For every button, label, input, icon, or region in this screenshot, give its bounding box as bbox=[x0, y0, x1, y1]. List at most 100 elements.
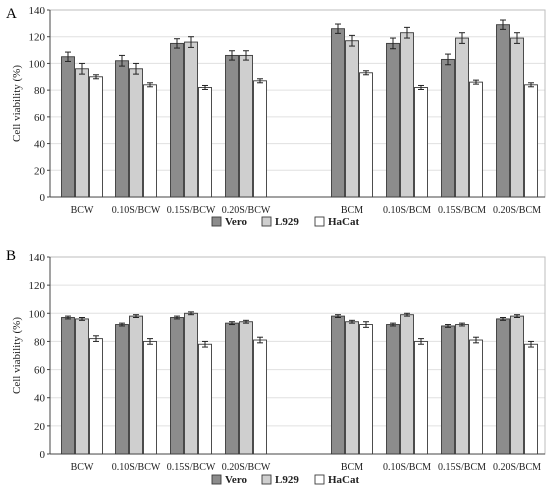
y-axis-label: Cell viability (%) bbox=[11, 317, 23, 394]
bar-l929 bbox=[184, 41, 198, 198]
y-tick-label: 140 bbox=[29, 252, 46, 264]
y-axis-label: Cell viability (%) bbox=[11, 65, 23, 142]
bar-l929 bbox=[75, 318, 89, 455]
bar-l929 bbox=[345, 40, 359, 198]
y-tick-label: 60 bbox=[34, 365, 46, 377]
bar-l929 bbox=[455, 37, 469, 198]
bar-hacat bbox=[469, 81, 483, 198]
legend-swatch-l929 bbox=[261, 216, 272, 227]
x-tick-label: 0.10S/BCM bbox=[383, 205, 431, 216]
x-tick-label: 0.15S/BCW bbox=[167, 205, 216, 216]
bar-vero bbox=[441, 58, 455, 198]
bar-l929 bbox=[184, 312, 198, 455]
bar-l929 bbox=[239, 54, 253, 198]
bar-vero bbox=[386, 42, 400, 198]
legend-swatch-l929 bbox=[261, 474, 272, 485]
bar-hacat bbox=[198, 343, 212, 455]
bar-l929 bbox=[129, 315, 143, 455]
y-tick-label: 140 bbox=[29, 5, 46, 17]
bar-vero bbox=[170, 317, 184, 455]
y-tick-label: 40 bbox=[34, 139, 46, 151]
panel-label-a: A bbox=[6, 6, 17, 22]
legend-label-l929: L929 bbox=[275, 216, 299, 228]
legend-label-hacat: HaCat bbox=[328, 216, 360, 228]
bar-l929 bbox=[510, 37, 524, 198]
legend-swatch-hacat bbox=[314, 474, 325, 485]
y-tick-label: 100 bbox=[29, 308, 46, 320]
bar-l929 bbox=[455, 324, 469, 455]
bar-hacat bbox=[359, 324, 373, 455]
bar-l929 bbox=[129, 68, 143, 198]
bar-l929 bbox=[75, 68, 89, 198]
legend-swatch-hacat bbox=[314, 216, 325, 227]
x-tick-label: 0.20S/BCW bbox=[222, 205, 271, 216]
bar-hacat bbox=[253, 339, 267, 455]
x-tick-label: BCW bbox=[71, 462, 94, 473]
bar-hacat bbox=[359, 72, 373, 198]
panel-label-b: B bbox=[6, 248, 17, 264]
x-tick-label: 0.15S/BCM bbox=[438, 205, 486, 216]
bar-vero bbox=[496, 318, 510, 455]
bar-vero bbox=[496, 24, 510, 198]
bar-hacat bbox=[89, 338, 103, 455]
bar-hacat bbox=[198, 87, 212, 198]
bar-vero bbox=[386, 324, 400, 455]
bar-vero bbox=[115, 60, 129, 198]
bar-hacat bbox=[524, 84, 538, 198]
bar-vero bbox=[61, 317, 75, 455]
x-tick-label: 0.10S/BCW bbox=[112, 462, 161, 473]
bar-hacat bbox=[89, 76, 103, 198]
x-tick-label: BCM bbox=[341, 205, 363, 216]
x-tick-label: 0.20S/BCM bbox=[493, 462, 541, 473]
bar-hacat bbox=[253, 80, 267, 198]
bar-vero bbox=[331, 28, 345, 198]
x-tick-label: 0.20S/BCM bbox=[493, 205, 541, 216]
x-tick-label: 0.10S/BCW bbox=[112, 205, 161, 216]
y-tick-label: 60 bbox=[34, 112, 46, 124]
x-tick-label: 0.15S/BCW bbox=[167, 462, 216, 473]
bar-vero bbox=[225, 54, 239, 198]
y-tick-label: 40 bbox=[34, 393, 46, 405]
legend-swatch-vero bbox=[211, 474, 222, 485]
bar-hacat bbox=[143, 84, 157, 198]
legend-label-vero: Vero bbox=[225, 216, 248, 228]
x-tick-label: 0.10S/BCM bbox=[383, 462, 431, 473]
y-tick-label: 100 bbox=[29, 58, 46, 70]
chart-panel-b: 0 20 40 60 80 100 120 140 Cell viability (%) BCW 0… bbox=[11, 252, 546, 486]
bar-hacat bbox=[414, 87, 428, 198]
bar-l929 bbox=[400, 32, 414, 198]
bar-vero bbox=[331, 315, 345, 455]
y-tick-label: 120 bbox=[29, 32, 46, 44]
x-tick-label: BCW bbox=[71, 205, 94, 216]
bar-l929 bbox=[239, 321, 253, 455]
y-tick-label: 0 bbox=[40, 449, 46, 461]
y-tick-label: 20 bbox=[34, 421, 46, 433]
bar-l929 bbox=[400, 314, 414, 455]
y-tick-label: 20 bbox=[34, 165, 46, 177]
legend-label-hacat: HaCat bbox=[328, 474, 360, 486]
legend-label-l929: L929 bbox=[275, 474, 299, 486]
bar-hacat bbox=[469, 339, 483, 455]
y-tick-label: 80 bbox=[34, 336, 46, 348]
bar-vero bbox=[441, 325, 455, 455]
bar-l929 bbox=[345, 321, 359, 455]
bar-hacat bbox=[414, 340, 428, 455]
bar-vero bbox=[225, 322, 239, 455]
x-tick-label: 0.15S/BCM bbox=[438, 462, 486, 473]
legend-swatch-vero bbox=[211, 216, 222, 227]
legend-label-vero: Vero bbox=[225, 474, 248, 486]
bar-hacat bbox=[143, 340, 157, 455]
y-tick-label: 120 bbox=[29, 280, 46, 292]
x-tick-label: BCM bbox=[341, 462, 363, 473]
bar-vero bbox=[61, 56, 75, 198]
bar-l929 bbox=[510, 315, 524, 455]
y-tick-label: 0 bbox=[40, 192, 46, 204]
bar-vero bbox=[115, 324, 129, 455]
y-tick-label: 80 bbox=[34, 85, 46, 97]
bar-vero bbox=[170, 42, 184, 198]
x-tick-label: 0.20S/BCW bbox=[222, 462, 271, 473]
bar-hacat bbox=[524, 343, 538, 455]
chart-panel-a: 0 20 40 60 80 100 120 140 Cell viability (%) BCW 0… bbox=[11, 5, 546, 228]
